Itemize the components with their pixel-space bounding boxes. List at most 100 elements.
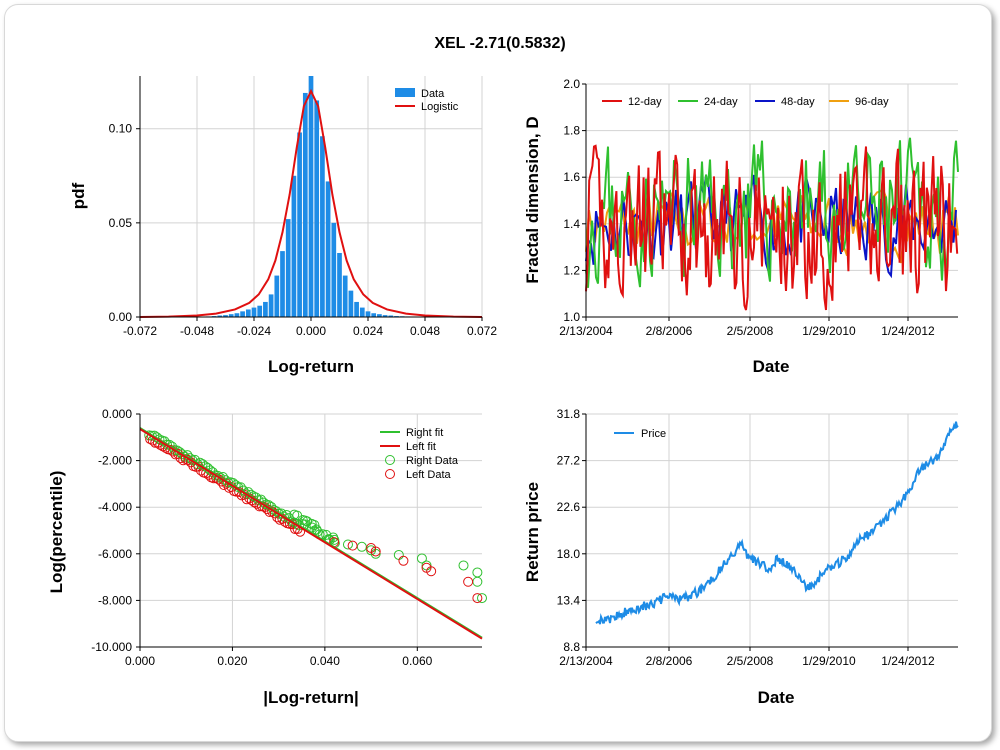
tail-y-tick-label: 0.000 xyxy=(102,407,132,421)
hist-bar xyxy=(223,315,228,317)
right-data-point xyxy=(416,553,427,564)
hist-bar xyxy=(342,275,348,317)
hist-bar xyxy=(285,219,291,317)
legend-label-right-data: Right Data xyxy=(406,455,459,467)
hist-x-tick-label: -0.072 xyxy=(123,324,157,338)
hist-y-axis-label: pdf xyxy=(69,182,88,209)
legend-label-data: Data xyxy=(421,88,445,100)
hist-x-tick-label: -0.048 xyxy=(180,324,214,338)
legend-label-right-fit: Right fit xyxy=(406,427,443,439)
right-data-point xyxy=(271,506,282,517)
hist-bar xyxy=(302,92,308,317)
legend-label-price: Price xyxy=(641,428,666,440)
legend-swatch-data xyxy=(395,88,415,97)
hist-bar xyxy=(325,181,331,317)
right-data-point xyxy=(356,541,367,552)
hist-bar xyxy=(263,301,268,317)
fd-legend-label: 48-day xyxy=(781,96,815,108)
legend-swatch-right-data xyxy=(385,455,395,465)
left-data-point xyxy=(347,540,358,551)
fd-x-tick-label: 2/13/2004 xyxy=(559,324,613,338)
right-data-point xyxy=(300,515,311,526)
hist-bar xyxy=(337,252,342,317)
tail-x-tick-label: 0.000 xyxy=(125,654,155,668)
right-data-point xyxy=(472,576,483,587)
tail-x-tick-label: 0.060 xyxy=(402,654,432,668)
right-data-point xyxy=(458,560,469,571)
fd-x-tick-label: 1/24/2012 xyxy=(881,324,935,338)
hist-x-tick-label: 0.024 xyxy=(353,324,383,338)
tail-x-tick-label: 0.040 xyxy=(310,654,340,668)
fd-x-tick-label: 2/8/2006 xyxy=(646,324,693,338)
right-data-point xyxy=(309,520,320,531)
hist-bar xyxy=(251,307,257,317)
tail-y-tick-label: -4.000 xyxy=(98,500,132,514)
hist-bar xyxy=(359,307,365,317)
fd-y-tick-label: 1.4 xyxy=(563,217,580,231)
hist-bar xyxy=(297,132,302,317)
tail-x-axis-label: |Log-return| xyxy=(263,688,358,707)
fd-legend-label: 12-day xyxy=(628,96,662,108)
hist-x-tick-label: 0.000 xyxy=(296,324,326,338)
right-data-point xyxy=(477,593,487,604)
right-data-point xyxy=(317,529,328,540)
price-y-tick-label: 13.4 xyxy=(557,593,581,607)
right-data-point xyxy=(212,470,223,481)
hist-y-tick-label: 0.00 xyxy=(109,310,133,324)
price-y-tick-label: 27.2 xyxy=(557,454,581,468)
hist-x-tick-label: 0.048 xyxy=(410,324,440,338)
hist-y-tick-label: 0.05 xyxy=(109,216,133,230)
fd-y-axis-label: Fractal dimension, D xyxy=(523,116,542,283)
right-data-point xyxy=(278,511,289,522)
hist-y-tick-label: 0.10 xyxy=(109,122,133,136)
right-data-point xyxy=(421,560,432,571)
hist-bar xyxy=(388,315,394,317)
hist-bar xyxy=(382,315,388,317)
fd-y-tick-label: 1.0 xyxy=(563,310,580,324)
right-data-point xyxy=(162,439,173,450)
fd-legend-label: 96-day xyxy=(855,96,889,108)
price-x-tick-label: 2/8/2006 xyxy=(646,654,693,668)
tail-x-tick-label: 0.020 xyxy=(217,654,247,668)
hist-x-axis-label: Log-return xyxy=(268,357,354,376)
hist-bar xyxy=(234,313,240,317)
hist-bar xyxy=(268,294,274,317)
hist-bar xyxy=(280,251,285,317)
fd-x-axis-label: Date xyxy=(753,357,790,376)
hist-bar xyxy=(348,290,354,317)
price-x-tick-label: 2/5/2008 xyxy=(727,654,774,668)
hist-bar xyxy=(291,175,297,317)
right-data-point xyxy=(207,467,218,478)
legend-label-left-fit: Left fit xyxy=(406,441,436,453)
price-x-tick-label: 2/13/2004 xyxy=(559,654,613,668)
hist-bar xyxy=(320,136,325,317)
fd-y-tick-label: 1.8 xyxy=(563,124,580,138)
price-line xyxy=(595,421,959,625)
logistic-fit-line xyxy=(139,88,483,318)
price-y-tick-label: 18.0 xyxy=(557,547,581,561)
hist-bar xyxy=(245,309,251,317)
right-data-point xyxy=(342,539,353,550)
fd-legend-label: 24-day xyxy=(704,96,738,108)
right-data-point xyxy=(311,524,322,535)
tail-y-tick-label: -2.000 xyxy=(98,454,132,468)
price-x-axis-label: Date xyxy=(758,688,795,707)
hist-bar xyxy=(274,275,280,317)
right-data-point xyxy=(321,529,332,540)
chart-frame xyxy=(4,4,992,742)
hist-bar xyxy=(308,76,314,317)
tail-y-tick-label: -6.000 xyxy=(98,547,132,561)
left-data-point xyxy=(398,555,409,566)
hist-bar xyxy=(217,315,223,317)
hist-bar xyxy=(257,305,263,317)
left-fit-line xyxy=(139,428,483,640)
price-y-tick-label: 8.8 xyxy=(563,640,580,654)
right-data-point xyxy=(472,567,483,578)
hist-bar xyxy=(228,314,234,317)
fd-y-tick-label: 1.2 xyxy=(563,263,580,277)
right-data-point xyxy=(393,549,404,560)
fd-y-tick-label: 2.0 xyxy=(563,77,580,91)
fd-y-tick-label: 1.6 xyxy=(563,170,580,184)
fd-x-tick-label: 1/29/2010 xyxy=(802,324,856,338)
